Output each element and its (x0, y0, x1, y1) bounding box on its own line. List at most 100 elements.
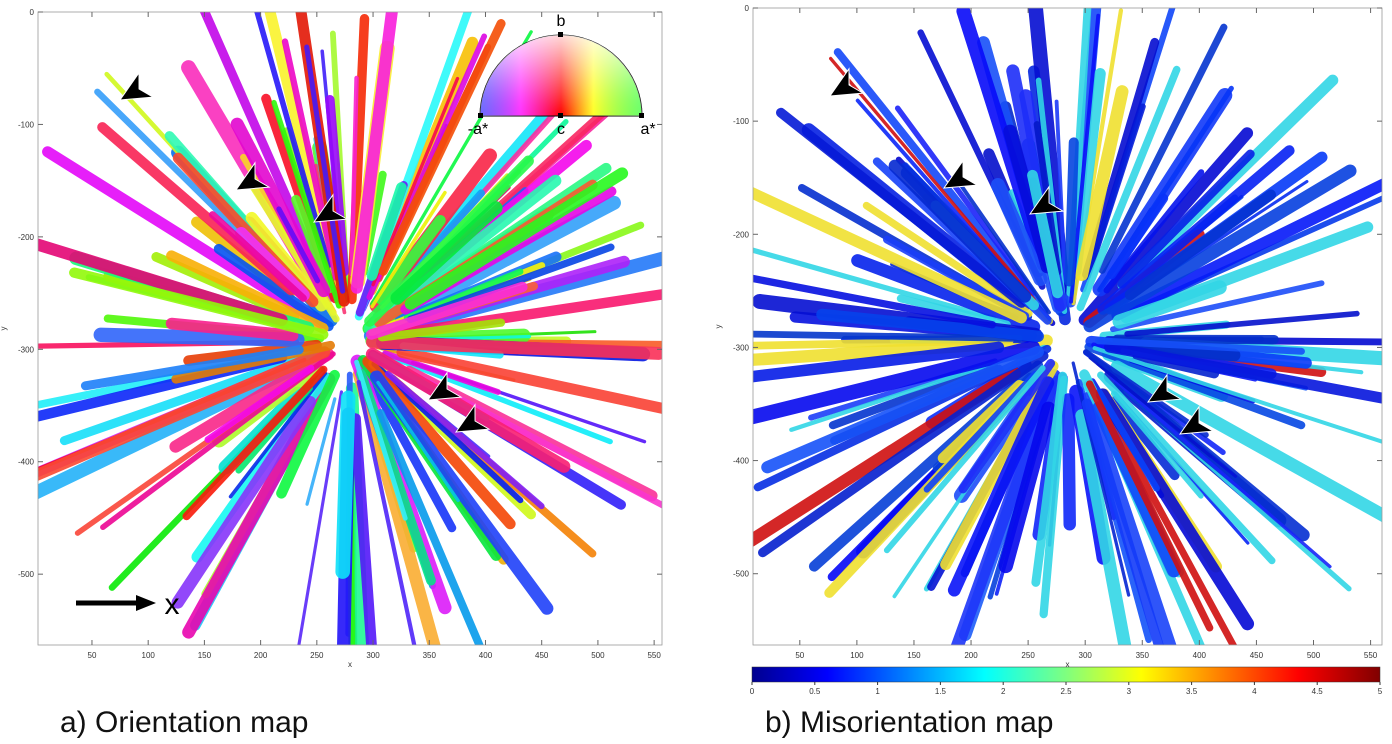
grain-streak (366, 281, 528, 340)
grain-streak (1109, 280, 1325, 333)
grain-streak (1126, 339, 1241, 362)
grain-streak (1054, 99, 1067, 283)
x-tick-label: 550 (647, 651, 661, 660)
grain-streak (166, 250, 329, 334)
x-tick-label: 400 (1193, 651, 1207, 660)
grain-streak (1117, 149, 1255, 289)
grain-streak (376, 409, 484, 645)
map-image (753, 8, 1382, 645)
grain-streak (958, 358, 1056, 494)
x-axis-label: x (1066, 660, 1070, 669)
grain-streak (816, 308, 1044, 343)
grain-streak (761, 345, 1044, 474)
grain-streak (1097, 371, 1276, 565)
key-dot (558, 113, 563, 118)
grain-streak (998, 401, 1056, 574)
y-tick-label: -200 (18, 233, 35, 242)
grain-streak (775, 107, 1027, 308)
key-label: b (557, 13, 566, 30)
grain-streak (829, 56, 1036, 302)
x-tick-label: 100 (142, 651, 156, 660)
grain-streak (291, 194, 335, 294)
grain-streak (1075, 409, 1132, 645)
grain-streak (1104, 341, 1382, 404)
grain-streak (990, 178, 1048, 286)
x-tick-label: 200 (964, 651, 978, 660)
x-tick-label: 200 (254, 651, 268, 660)
x-tick-label: 450 (535, 651, 549, 660)
y-tick-label: -400 (733, 457, 750, 466)
grain-streak (1097, 145, 1295, 315)
grain-streak (753, 330, 1023, 342)
grain-streak (1110, 390, 1204, 499)
grain-streak (369, 370, 554, 615)
grain-streak (165, 317, 299, 342)
grain-streak (171, 340, 335, 384)
grain-streak (1103, 169, 1205, 294)
grain-streak (1124, 189, 1277, 301)
grain-streak (371, 76, 460, 287)
grain-streak (208, 211, 307, 302)
grain-streak (894, 105, 1037, 296)
y-tick-label: -300 (18, 345, 35, 354)
grain-streak (923, 370, 1039, 493)
grain-streak (365, 347, 571, 473)
colorbar-tick-label: 4 (1252, 687, 1257, 696)
grain-streak (276, 206, 321, 284)
colorbar-tick-label: 0 (750, 687, 755, 696)
grain-streak (753, 274, 997, 329)
x-tick-label: 500 (1307, 651, 1321, 660)
key-dot (478, 113, 483, 118)
grain-streak (950, 369, 1061, 645)
grain-streak (1031, 371, 1068, 587)
plot-frame (752, 7, 1383, 646)
y-axis-label: y (714, 325, 723, 329)
grain-streak (390, 201, 503, 305)
grain-streak (357, 358, 457, 533)
colorbar-tick-label: 3.5 (1186, 687, 1198, 696)
y-tick-label: -200 (733, 230, 750, 239)
grain-streak (753, 336, 1014, 350)
grain-streak (1085, 380, 1214, 632)
map-image (38, 12, 662, 645)
grain-streak (1112, 280, 1227, 329)
x-tick-label: 250 (1021, 651, 1035, 660)
grain-streak (1027, 169, 1063, 299)
x-tick-label: 300 (1079, 651, 1093, 660)
key-dot (639, 113, 644, 118)
grain-streak (862, 201, 1033, 318)
grain-streak (1083, 164, 1357, 333)
grain-streak (97, 122, 297, 296)
key-dot (558, 32, 563, 37)
x-tick-label: 350 (1136, 651, 1150, 660)
grain-streak (382, 350, 501, 395)
grain-streak (1003, 124, 1055, 274)
x-tick-label: 50 (795, 651, 804, 660)
grain-streak (1076, 65, 1181, 312)
grain-streak (1095, 388, 1160, 492)
grain-streak (1061, 393, 1076, 531)
grain-streak (366, 335, 662, 360)
arrowhead (1178, 405, 1215, 435)
grain-streak (1095, 337, 1305, 355)
grain-streak (1111, 178, 1382, 321)
grain-streak (758, 351, 1049, 558)
x-tick-label: 100 (850, 651, 864, 660)
grain-streak (896, 294, 1011, 329)
x-tick-label: 150 (907, 651, 921, 660)
grain-streak (384, 370, 545, 510)
grain-streak (182, 365, 328, 521)
grain-streak (213, 243, 334, 332)
arrowhead (234, 161, 271, 191)
grain-streak (182, 372, 336, 639)
grain-streak (80, 345, 304, 391)
grain-streak (297, 390, 344, 645)
x-tick-label: 150 (198, 651, 212, 660)
grain-streak (276, 369, 340, 499)
grain-streak (1106, 193, 1169, 280)
arrow-label: x (165, 588, 180, 621)
grain-streak (169, 348, 335, 453)
grain-streak (350, 12, 398, 294)
grain-streak (349, 75, 359, 277)
caption: a) Orientation map (60, 706, 308, 739)
